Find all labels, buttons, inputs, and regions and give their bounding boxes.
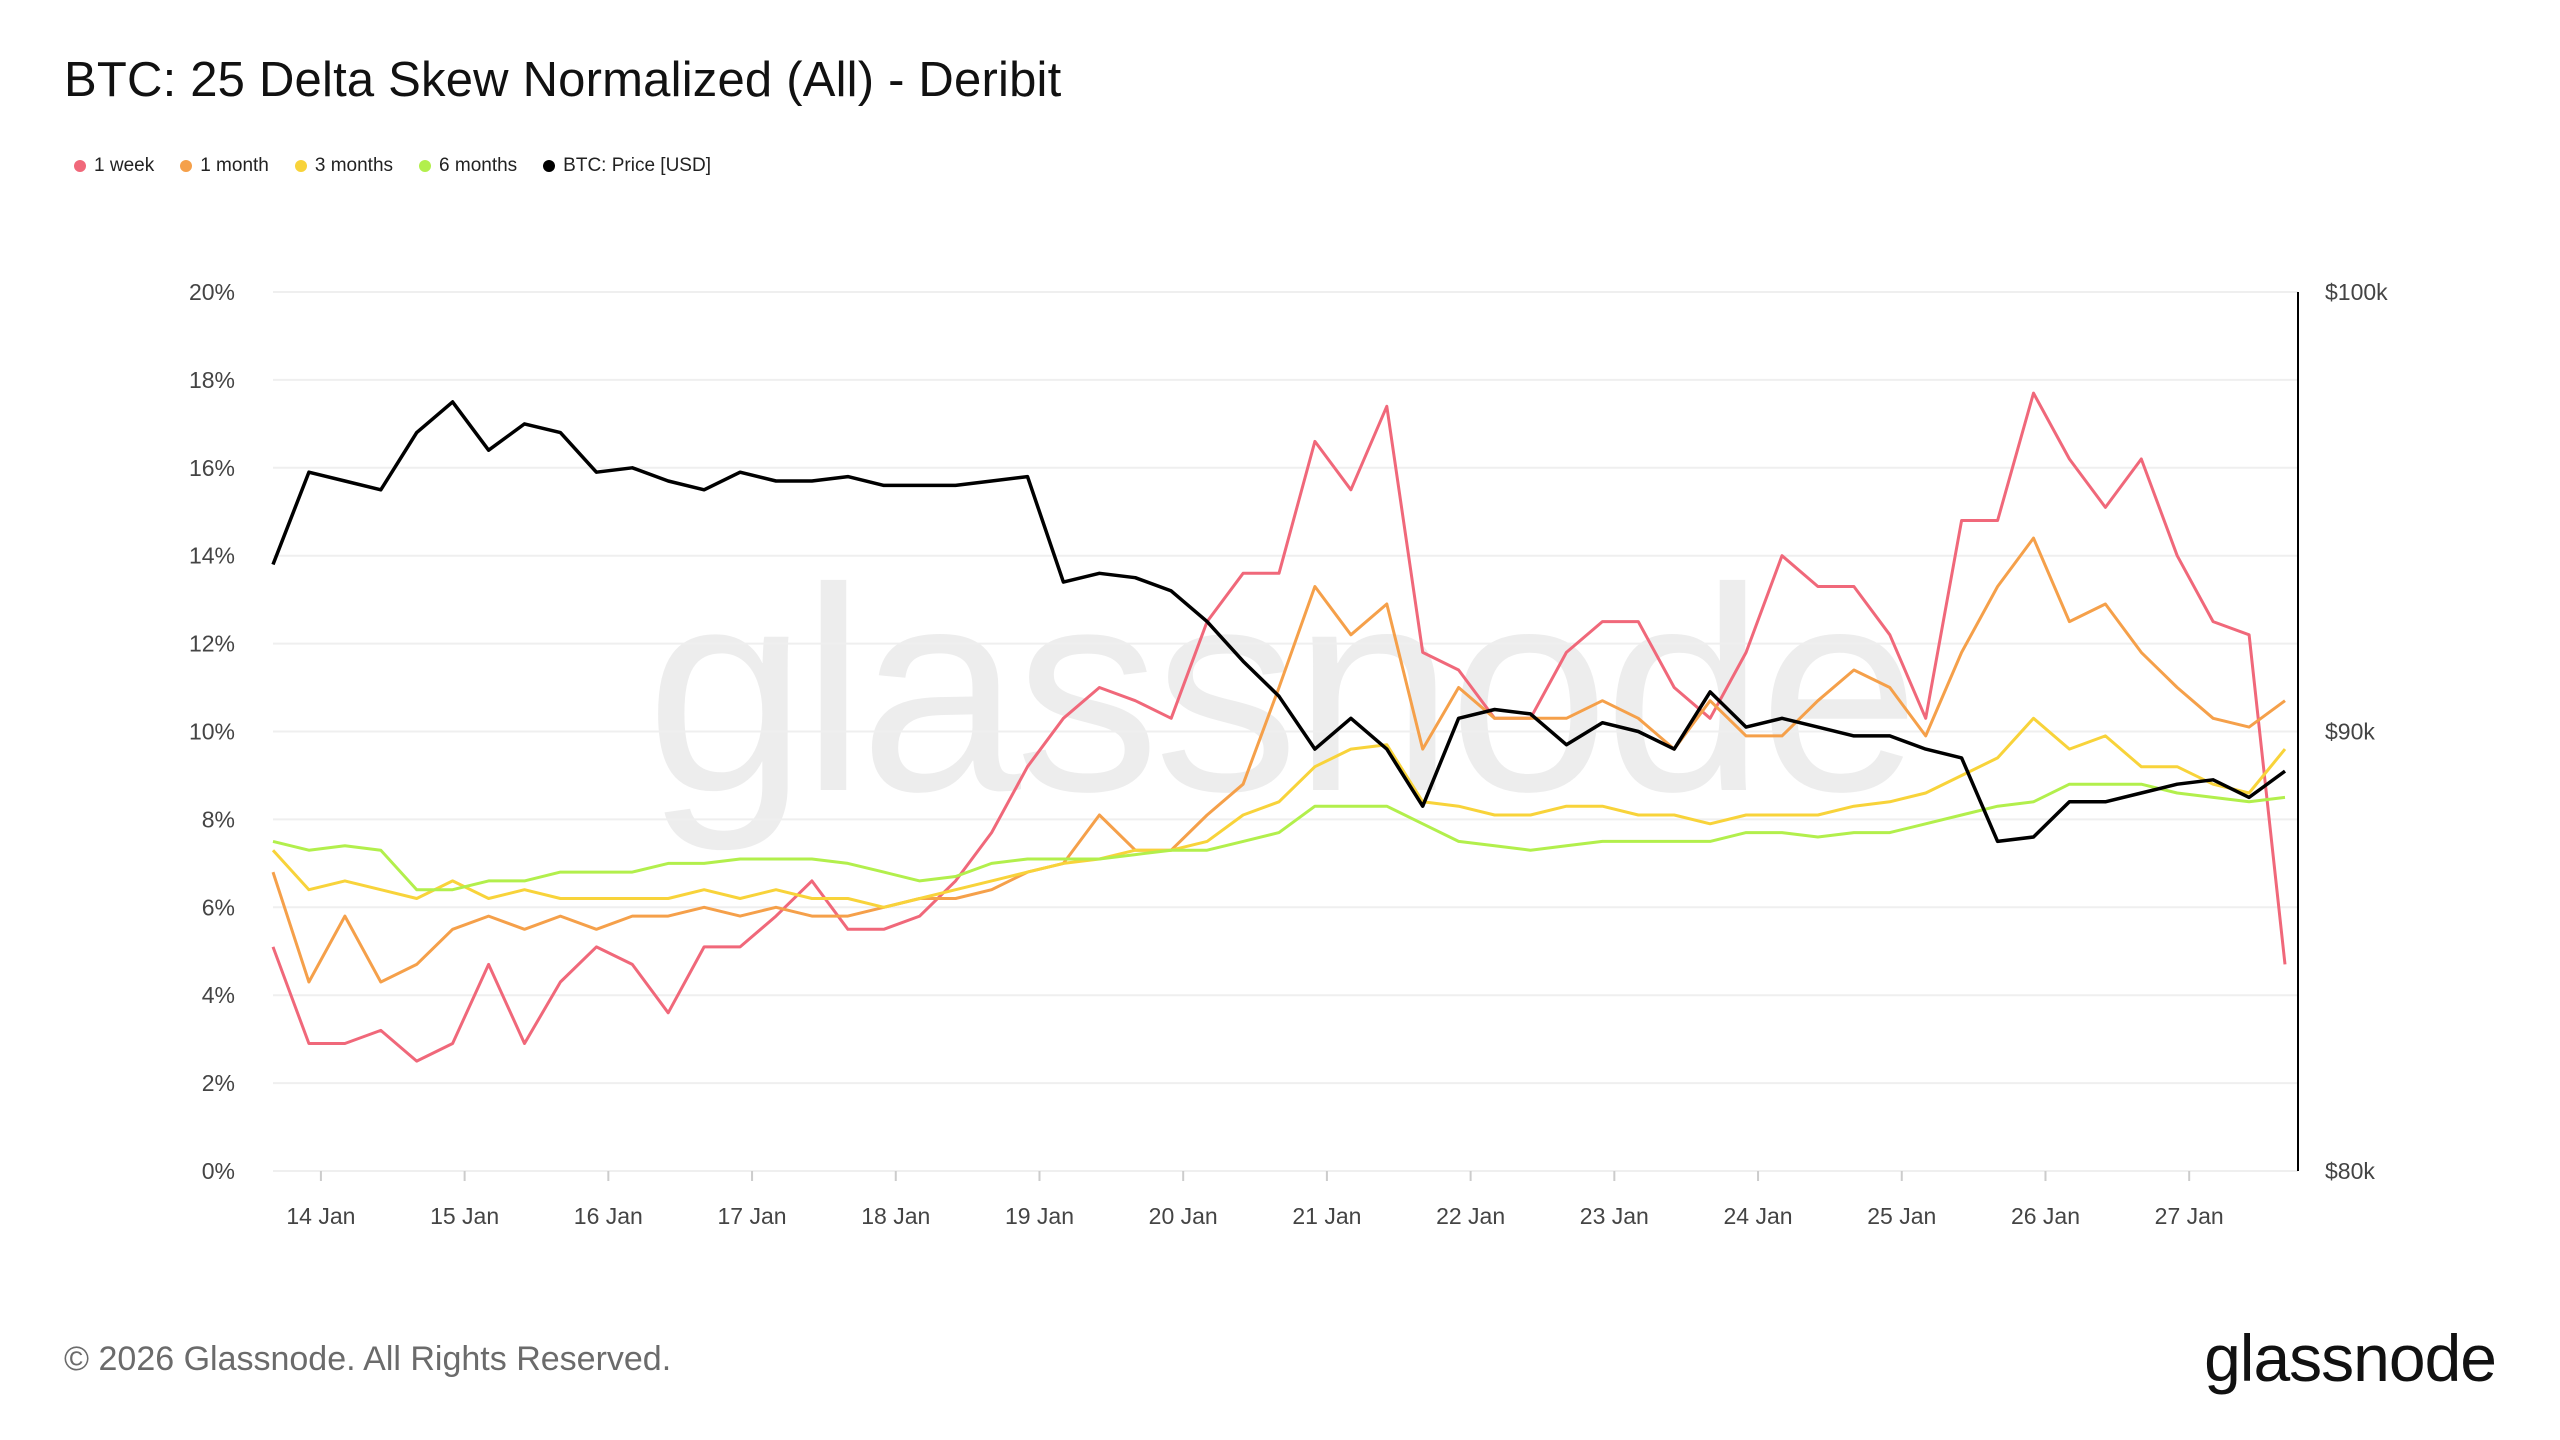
x-tick-label: 14 Jan xyxy=(286,1203,355,1229)
x-tick-label: 16 Jan xyxy=(574,1203,643,1229)
x-tick-label: 26 Jan xyxy=(2011,1203,2080,1229)
x-tick-label: 24 Jan xyxy=(1724,1203,1793,1229)
legend-item[interactable]: BTC: Price [USD] xyxy=(543,155,711,177)
grid xyxy=(273,291,2298,1172)
y-left-tick-label: 0% xyxy=(202,1158,235,1184)
y-right-tick-label: $80k xyxy=(2325,1158,2375,1184)
legend-label: 1 month xyxy=(200,155,269,176)
y-left-tick-label: 4% xyxy=(202,982,235,1008)
legend-dot-icon xyxy=(294,160,307,172)
legend-item[interactable]: 3 months xyxy=(294,155,394,177)
series-lines xyxy=(271,391,2287,1063)
legend-label: 1 week xyxy=(94,155,155,176)
y-left-tick-label: 6% xyxy=(202,894,235,920)
y-left-tick-label: 12% xyxy=(189,631,235,657)
x-tick-label: 22 Jan xyxy=(1436,1203,1505,1229)
legend-dot-icon xyxy=(74,160,86,172)
legend-label: 6 months xyxy=(439,155,518,176)
x-tick-label: 19 Jan xyxy=(1005,1203,1074,1229)
x-tick-label: 20 Jan xyxy=(1149,1203,1218,1229)
y-right-tick-label: $100k xyxy=(2325,279,2388,305)
chart: glassnode 0%2%4%6%8%10%12%14%16%18%20%$8… xyxy=(189,279,2388,1229)
y-left-tick-label: 18% xyxy=(189,367,235,393)
x-tick-label: 18 Jan xyxy=(861,1203,930,1229)
legend-item[interactable]: 1 week xyxy=(74,155,154,177)
legend-label: BTC: Price [USD] xyxy=(563,155,711,176)
x-tick-label: 21 Jan xyxy=(1292,1203,1361,1229)
series-line-1-week xyxy=(271,391,2287,1063)
legend-dot-icon xyxy=(543,160,556,172)
glassnode-logo: glassnode xyxy=(2204,1321,2497,1395)
legend: 1 week 1 month 3 months 6 months BTC: Price … xyxy=(74,155,711,177)
legend-label: 3 months xyxy=(314,155,394,176)
x-tick-label: 15 Jan xyxy=(430,1203,499,1229)
y-right-tick-label: $90k xyxy=(2325,719,2375,745)
series-line-btc-price-usd- xyxy=(271,400,2287,844)
y-left-tick-label: 16% xyxy=(189,455,235,481)
copyright-footer: © 2026 Glassnode. All Rights Reserved. xyxy=(64,1340,672,1378)
legend-dot-icon xyxy=(180,160,193,172)
y-left-tick-label: 10% xyxy=(189,719,235,745)
series-line-6-months xyxy=(272,782,2286,892)
y-left-tick-label: 8% xyxy=(202,806,235,832)
legend-item[interactable]: 1 month xyxy=(180,155,269,177)
legend-item[interactable]: 6 months xyxy=(419,155,517,177)
x-tick-label: 27 Jan xyxy=(2155,1203,2224,1229)
series-line-1-month xyxy=(271,536,2286,984)
x-tick-label: 17 Jan xyxy=(718,1203,787,1229)
x-tick-label: 23 Jan xyxy=(1580,1203,1649,1229)
chart-title: BTC: 25 Delta Skew Normalized (All) - De… xyxy=(64,53,1062,107)
x-tick-label: 25 Jan xyxy=(1867,1203,1936,1229)
y-left-tick-label: 20% xyxy=(189,279,235,305)
series-line-3-months xyxy=(271,716,2287,909)
y-left-tick-label: 14% xyxy=(189,543,235,569)
legend-dot-icon xyxy=(419,160,432,172)
axes: 0% 2% 4% 6% 8% 10% 12% 14% 16% 18% 20% $80k $90k $100… xyxy=(189,279,2388,1229)
y-left-tick-label: 2% xyxy=(202,1070,235,1096)
